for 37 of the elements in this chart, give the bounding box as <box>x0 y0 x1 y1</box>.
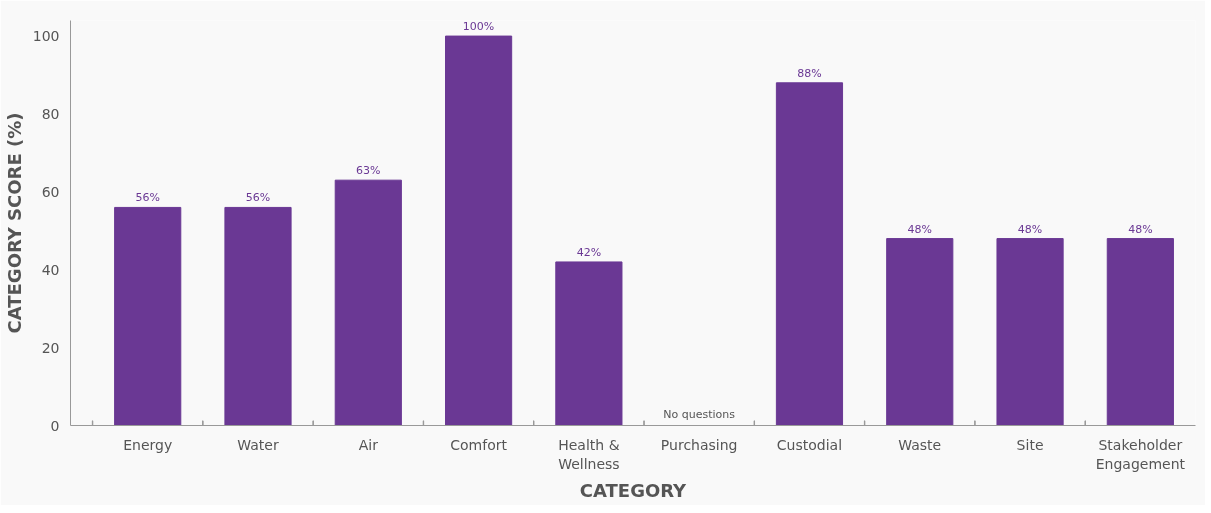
x-tick-label: Health & Wellness <box>558 436 620 472</box>
bar <box>775 82 844 426</box>
y-tick-label: 20 <box>41 339 60 356</box>
data-label: 48% <box>1128 222 1153 236</box>
data-label: 48% <box>907 222 932 236</box>
data-label: 100% <box>462 20 495 34</box>
bar <box>996 238 1064 426</box>
x-tick-label: Custodial <box>776 436 843 453</box>
x-tick-label: Comfort <box>450 436 508 453</box>
x-tick-label: Purchasing <box>660 436 738 453</box>
x-tick-label: Stakeholder Engagement <box>1095 436 1186 472</box>
bar <box>1106 238 1174 426</box>
data-label: 63% <box>356 164 381 178</box>
x-tick-label: Site <box>1016 436 1044 453</box>
x-tick-label: Air <box>358 436 379 453</box>
data-label: 48% <box>1017 222 1043 236</box>
data-label: 42% <box>576 245 602 259</box>
bar <box>555 261 623 426</box>
x-tick-label: Energy <box>123 436 173 453</box>
y-tick-label: 60 <box>41 183 60 200</box>
bar <box>114 206 182 426</box>
data-label: 88% <box>797 66 822 80</box>
y-tick-label: 80 <box>41 105 60 122</box>
y-axis-title: CATEGORY SCORE (%) <box>3 112 25 334</box>
y-tick-label: 40 <box>41 261 60 278</box>
data-label: 56% <box>135 191 160 205</box>
y-tick-label: 100 <box>32 28 60 45</box>
bar <box>224 206 292 426</box>
bar <box>334 179 402 426</box>
x-tick-label: Water <box>237 436 279 453</box>
data-label: 56% <box>245 191 271 205</box>
bar <box>886 238 954 426</box>
annotation: No questions <box>663 407 736 421</box>
x-tick-label: Waste <box>898 436 942 453</box>
x-axis-title: CATEGORY <box>579 479 688 501</box>
bar <box>445 35 513 426</box>
y-tick-label: 0 <box>50 417 60 434</box>
